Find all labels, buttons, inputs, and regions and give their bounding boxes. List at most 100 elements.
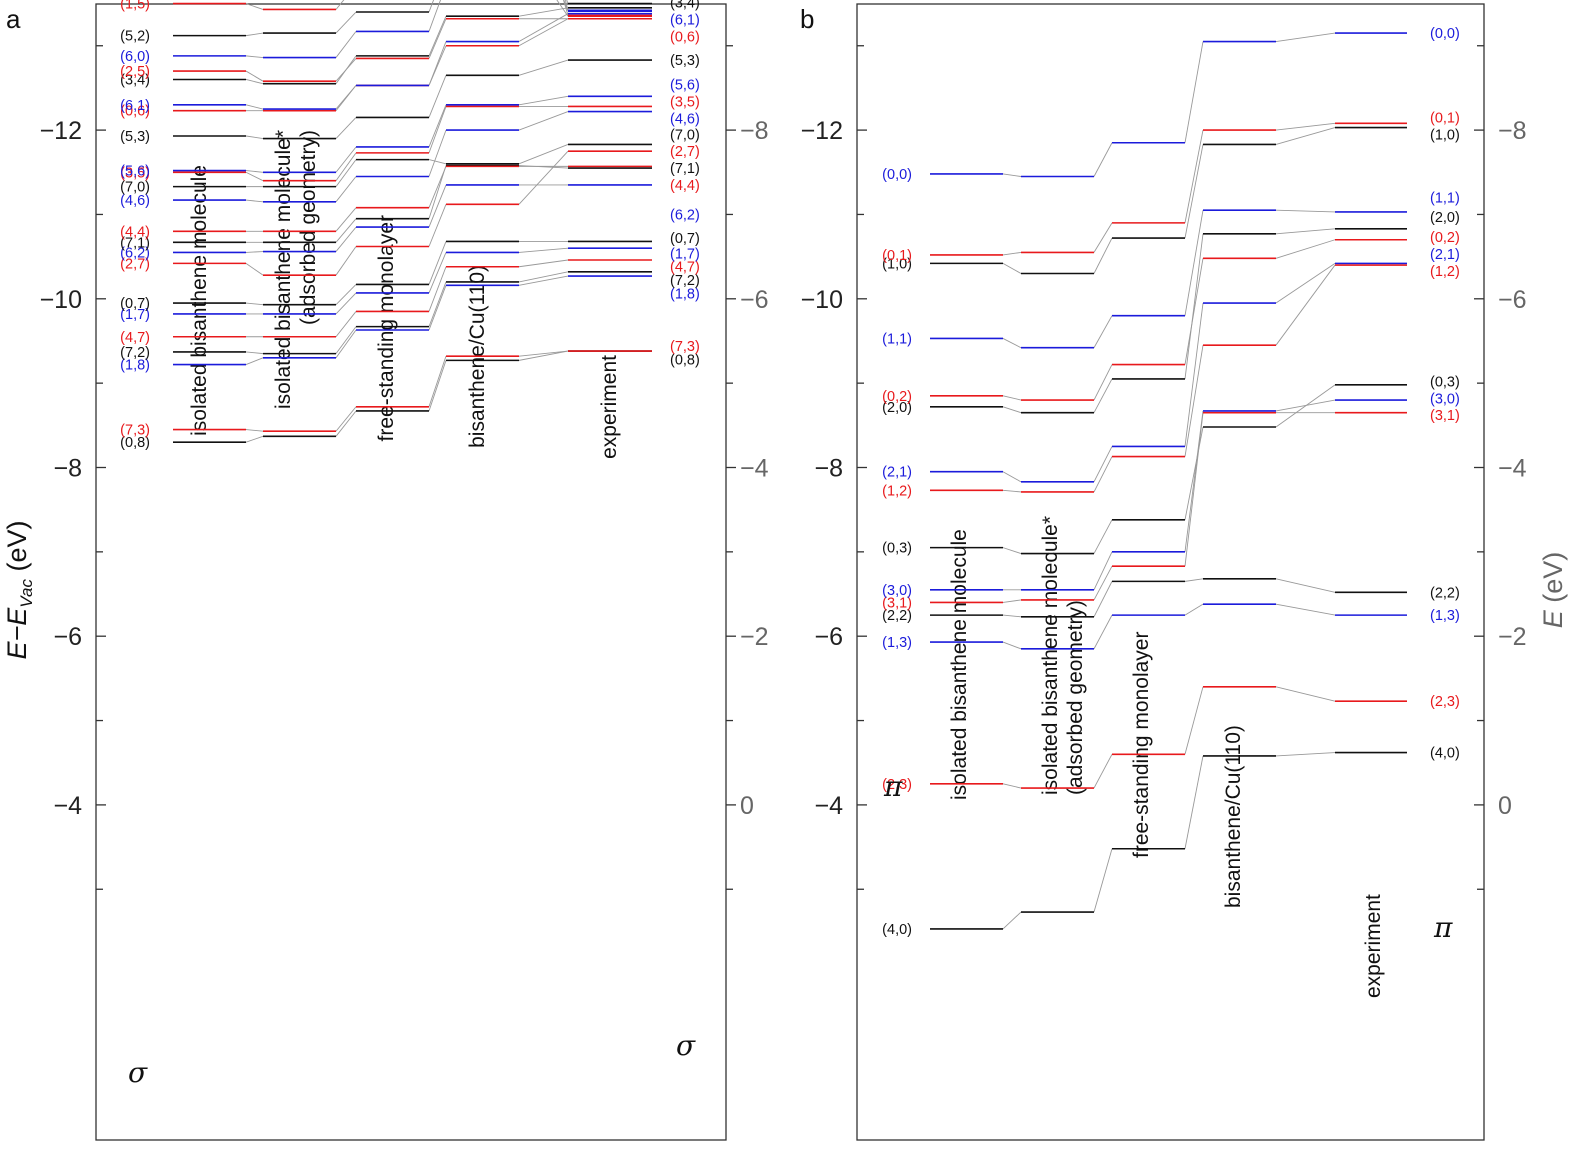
column-label: isolated bisanthene molecule [188,165,211,436]
level-label-left: (0,7) [120,296,150,312]
connector-a [245,32,264,37]
connector-b [1184,603,1204,616]
connector-a [428,285,447,331]
level-label-right: (2,3) [1430,694,1460,710]
column-label: experiment [1362,894,1385,998]
level-label-right: (4,0) [1430,746,1460,762]
connector-a [335,246,357,276]
connector-a [518,59,569,76]
level-label-right: (0,6) [670,29,700,45]
connector-b [1184,686,1204,755]
connector-a [428,0,435,13]
level-label-left: (2,5) [120,64,150,80]
connector-b [1002,471,1022,483]
connector-b [1093,551,1113,591]
connector-a [245,135,264,139]
connector-a [518,18,569,47]
panel-b-plot: −4−6−8−10−12−140−2−4−6−8−10isolated bisa… [801,26,1527,998]
connector-a [518,7,569,17]
level-label-left: (6,1) [120,98,150,114]
connector-b [1275,228,1336,235]
connector-b [1002,262,1022,274]
level-label-right: (4,4) [670,178,700,194]
connector-b [1093,565,1113,601]
level-label-right: (2,1) [1430,247,1460,263]
level-label-right: (0,2) [1430,230,1460,246]
level-label-right: (1,1) [1430,191,1460,207]
level-label-left: (2,2) [882,608,912,624]
level-label-right: (6,1) [670,13,700,29]
connector-a [428,0,441,32]
level-label-left: (1,8) [120,358,150,374]
connector-b [1275,127,1336,145]
level-label-left: (6,2) [120,245,150,261]
left-tick-label: −6 [53,623,82,651]
connector-a [518,144,569,165]
panel-b-frame [856,3,1485,1141]
connector-a [566,0,569,4]
connector-b [1093,754,1113,789]
level-label-left: (3,4) [120,72,150,88]
connector-b [1275,264,1336,346]
connector-b [1184,144,1204,239]
connector-a [335,11,357,34]
connector-b [1002,911,1022,930]
connector-b [1002,599,1022,603]
connector-a [335,292,357,315]
connector-b [1002,406,1022,414]
level-label-right: (4,7) [670,260,700,276]
connector-a [335,329,357,359]
connector-a [428,106,447,154]
right-tick-label: −6 [740,286,769,314]
connector-b [1184,426,1204,520]
level-label-right: (1,0) [1430,127,1460,143]
connector-a [245,3,264,10]
connector-a [428,129,447,177]
connector-a [335,146,357,173]
connector-b [1275,603,1336,616]
level-label-left: (1,3) [882,635,912,651]
level-label-right: (3,5) [670,94,700,110]
connector-a [335,176,357,203]
connector-a [518,350,569,357]
connector-b [1275,686,1336,702]
level-label-left: (4,7) [120,330,150,346]
level-label-right: (5,6) [670,78,700,94]
connector-b [1184,578,1204,582]
connector-a [518,247,569,253]
connector-a [428,104,447,148]
connector-a [335,85,357,110]
connector-b [1002,783,1022,789]
level-label-right: (7,3) [670,339,700,355]
level-label-left: (4,6) [120,193,150,209]
column-label: isolated bisanthene molecule [948,529,971,800]
level-label-left: (7,2) [120,345,150,361]
connector-b [1002,614,1022,618]
connector-b [1093,142,1113,177]
left-tick-label: −10 [40,286,82,314]
column-label: bisanthene/Cu(110) [1222,725,1245,908]
connector-a [518,259,569,268]
connector-a [335,226,357,252]
connector-a [428,75,447,118]
connector-a [245,104,264,110]
left-tick-label: −6 [814,623,843,651]
connector-a [518,275,569,286]
connector-a [518,350,569,361]
connector-a [245,251,264,253]
connector-b [1275,752,1336,757]
level-label-left: (1,2) [882,483,912,499]
connector-b [1093,222,1113,253]
connector-a [335,207,357,232]
right-tick-label: −2 [1498,623,1527,651]
level-label-right: (0,0) [1430,26,1460,42]
connector-b [1184,41,1204,143]
level-label-right: (5,3) [670,53,700,69]
connector-b [1093,378,1113,413]
level-label-right: (1,8) [670,287,700,303]
right-tick-label: 0 [1498,792,1512,820]
connector-b [1184,412,1204,567]
connector-b [1002,489,1022,493]
connector-a [335,410,357,437]
connector-a [428,356,447,407]
